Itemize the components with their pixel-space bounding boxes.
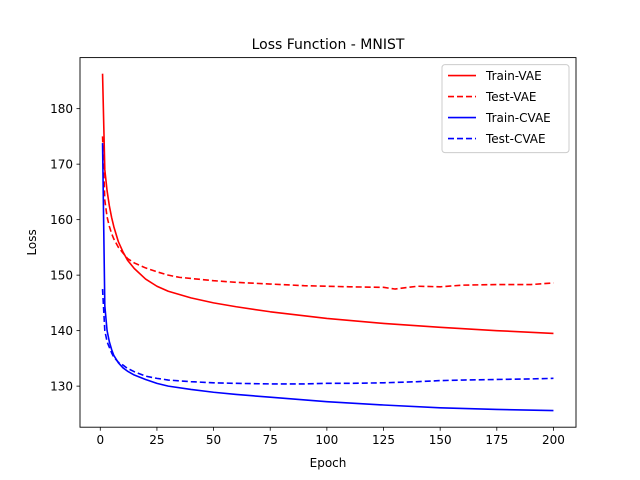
x-axis: 0 25 50 75 100 125 150 175 200	[96, 427, 565, 447]
x-tick-label: 125	[372, 433, 395, 447]
legend-label: Test-CVAE	[485, 132, 546, 146]
legend: Train-VAE Test-VAE Train-CVAE Test-CVAE	[441, 64, 570, 154]
x-axis-label: Epoch	[310, 456, 347, 470]
series-line-test-vae	[101, 136, 554, 290]
legend-label: Test-VAE	[485, 90, 537, 104]
y-tick-label: 140	[50, 324, 73, 338]
y-axis-label: Loss	[25, 229, 39, 255]
x-tick-label: 0	[96, 433, 104, 447]
x-tick-label: 75	[263, 433, 278, 447]
series-line-test-cvae	[101, 288, 554, 385]
x-tick-label: 200	[542, 433, 565, 447]
series-line-train-vae	[101, 73, 554, 335]
x-tick-label: 25	[149, 433, 164, 447]
series-line-train-cvae	[101, 143, 554, 412]
legend-box	[441, 64, 570, 154]
y-tick-label: 180	[50, 102, 73, 116]
x-tick-label: 150	[429, 433, 452, 447]
y-tick-label: 160	[50, 213, 73, 227]
chart-title: Loss Function - MNIST	[252, 37, 405, 53]
x-tick-label: 100	[315, 433, 338, 447]
x-tick-label: 50	[206, 433, 221, 447]
plot-frame	[79, 57, 577, 428]
x-tick-label: 175	[485, 433, 508, 447]
y-axis: 130 140 150 160 170 180	[50, 102, 80, 394]
legend-label: Train-VAE	[485, 69, 542, 83]
legend-label: Train-CVAE	[485, 111, 551, 125]
y-tick-label: 150	[50, 269, 73, 283]
series-layer	[101, 73, 554, 412]
y-tick-label: 130	[50, 380, 73, 394]
y-tick-label: 170	[50, 158, 73, 172]
